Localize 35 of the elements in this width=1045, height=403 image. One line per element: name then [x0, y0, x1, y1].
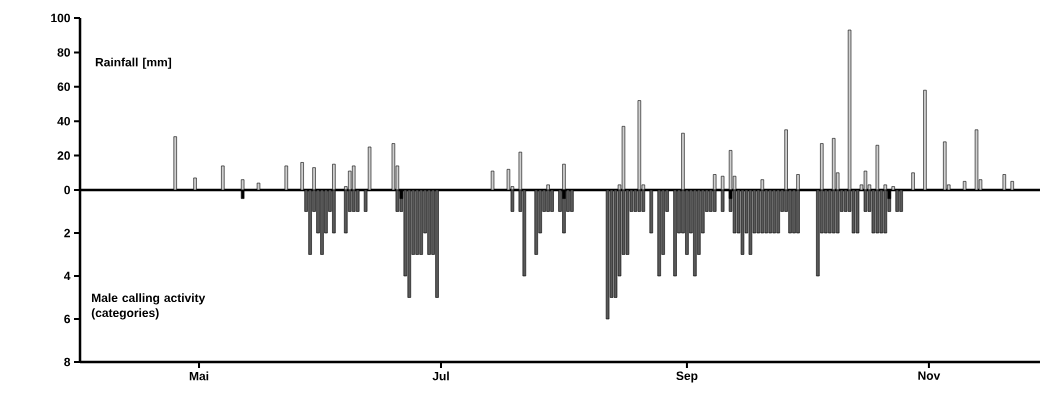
bar — [740, 189, 745, 255]
bar — [895, 189, 899, 212]
bar — [756, 189, 761, 234]
x-tick-label: Nov — [918, 371, 941, 380]
y-tick-label: 80 — [57, 48, 70, 57]
y-tick-label: 6 — [64, 314, 71, 324]
x-tick-label: Mai — [189, 371, 209, 381]
y-tick-label: 8 — [64, 357, 71, 367]
x-tick-label: Jul — [432, 371, 449, 381]
bar — [776, 189, 780, 234]
bar — [308, 189, 312, 255]
y-tick-label: 100 — [51, 13, 70, 23]
y-axis-title: Male calling activity (categories) — [91, 293, 206, 320]
y-axis-title: Rainfall [mm] — [95, 57, 172, 69]
bar — [320, 189, 324, 255]
x-tick-label: Sep — [676, 371, 698, 383]
bar — [871, 189, 876, 234]
bar — [748, 189, 753, 255]
bar — [613, 189, 618, 298]
y-tick-label: 20 — [57, 151, 70, 160]
y-tick-label: 4 — [63, 271, 71, 281]
bar — [419, 189, 423, 255]
bar — [788, 189, 792, 234]
bar — [764, 189, 769, 234]
bar — [633, 189, 638, 212]
bar — [427, 189, 431, 255]
bar — [843, 189, 848, 212]
bar — [879, 189, 884, 234]
bar — [693, 189, 697, 277]
y-tick-label: 40 — [57, 116, 70, 126]
y-tick-label: 2 — [64, 228, 70, 238]
bar — [685, 189, 689, 255]
y-tick-label: 0 — [64, 185, 70, 195]
y-tick-label: 60 — [57, 82, 70, 92]
bar — [407, 189, 412, 298]
